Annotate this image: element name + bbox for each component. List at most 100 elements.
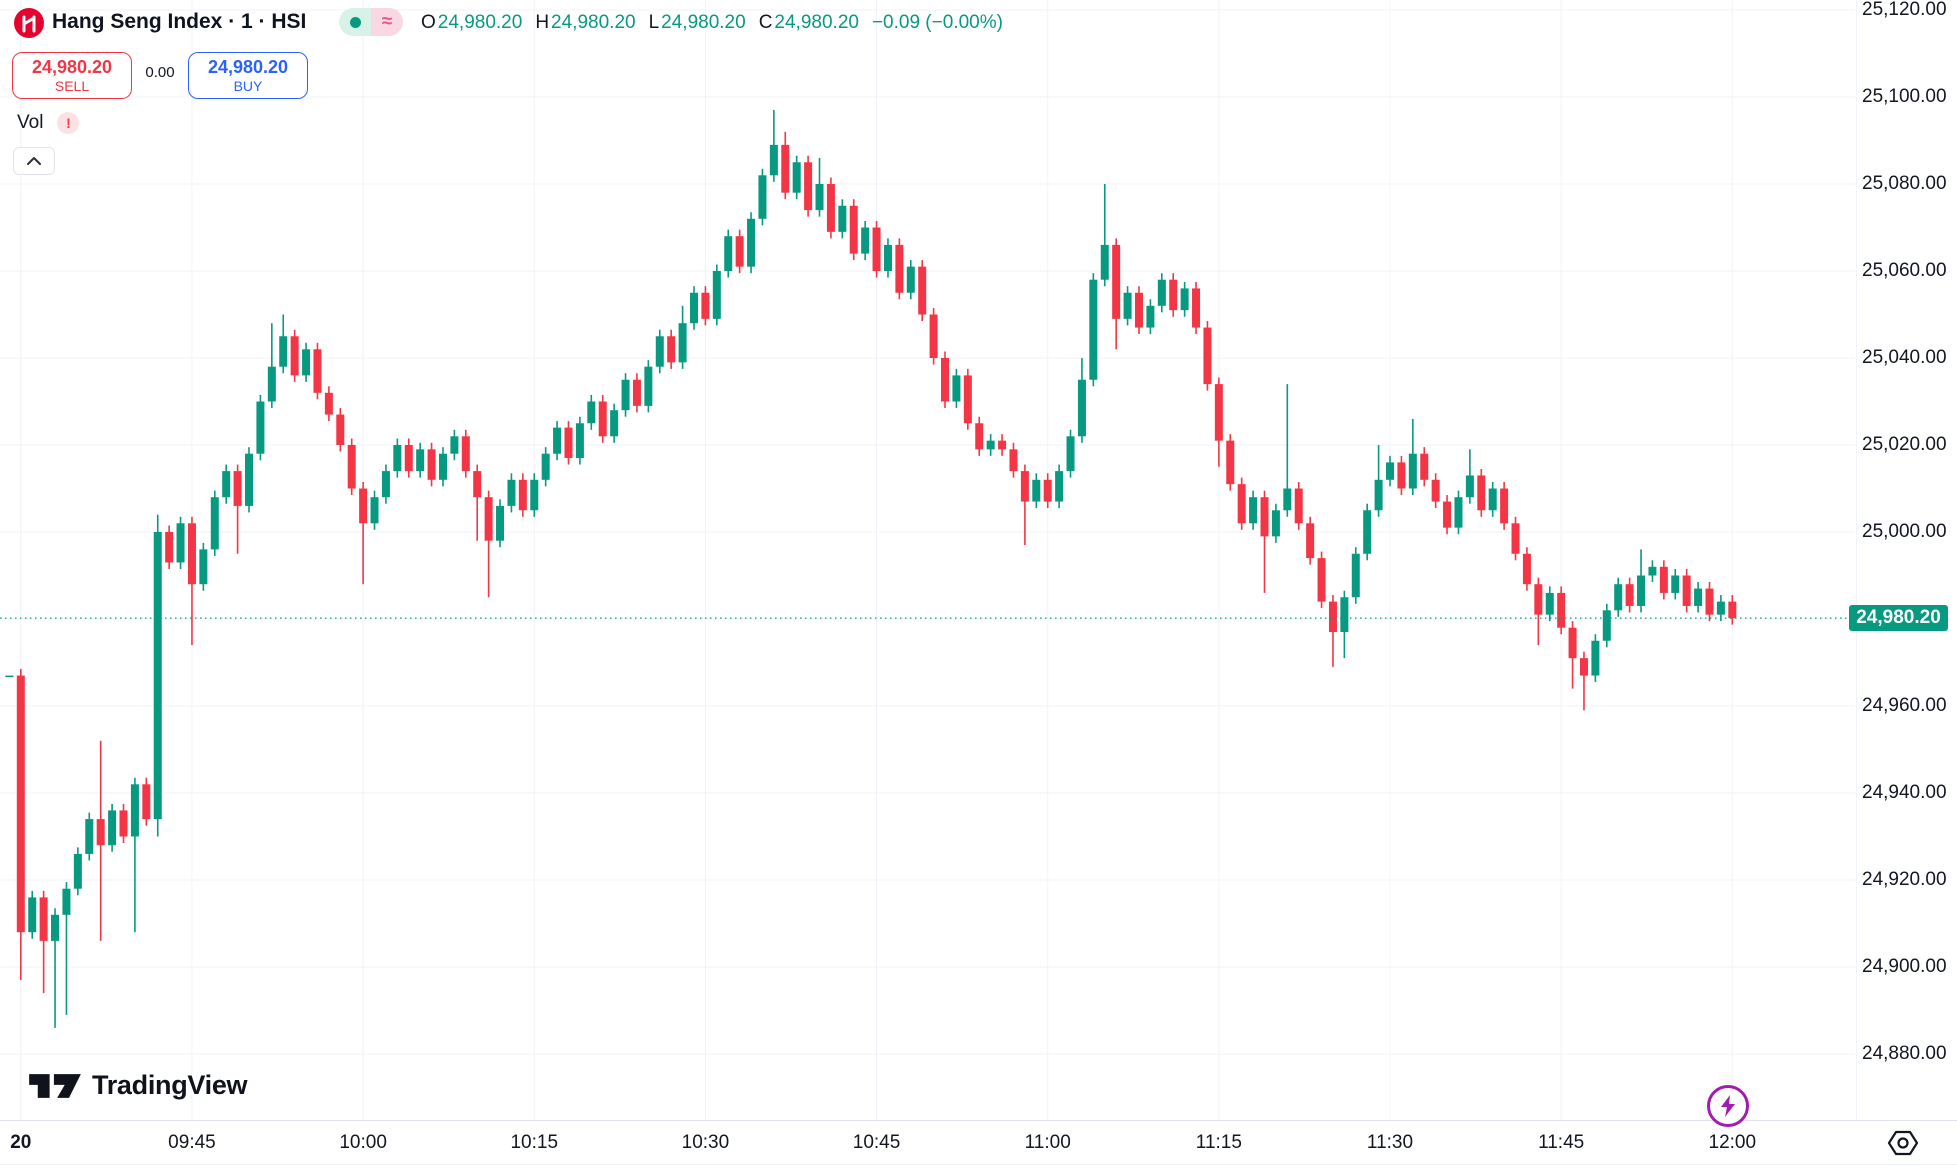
candle-up [1386,462,1395,480]
candle-up [85,819,94,854]
candle-up [1283,488,1292,511]
volume-warning-icon[interactable]: ! [57,112,80,134]
eye-icon [1887,1130,1919,1156]
price-axis-label: 24,880.00 [1862,1043,1947,1064]
candle-down [347,445,356,489]
candle-up [1454,497,1463,528]
candle-down [518,479,527,511]
volume-indicator-label: Vol [17,112,44,133]
tradingview-logo-icon [29,1073,81,1098]
candle-down [187,523,196,585]
price-axis-label: 24,960.00 [1862,695,1947,716]
candle-up [575,423,584,459]
candle-up [1488,488,1497,511]
candle-up [838,205,847,232]
eye-hexagon-button[interactable] [1886,1128,1920,1158]
close-value: 24,980.20 [774,12,859,33]
buy-label: BUY [233,77,263,94]
candle-down [1579,658,1588,676]
candle-up [952,375,961,402]
candle-up [883,244,892,271]
lightning-button[interactable] [1707,1085,1749,1127]
candle-up [986,440,995,450]
hang-seng-logo-icon [14,8,44,38]
sell-price: 24,980.20 [31,56,113,77]
low-label: L [648,12,660,33]
candle-up [1602,610,1611,641]
candle-up [1614,584,1623,611]
volume-indicator-row: Vol ! [17,112,80,134]
symbol-title[interactable]: Hang Seng Index · 1 · HSI [52,10,307,33]
candle-down [313,349,322,393]
candle-up [416,449,425,472]
market-open-dot-icon [349,16,361,28]
candle-up [1157,279,1166,306]
time-axis-label: 11:30 [1366,1132,1414,1153]
candle-down [1237,484,1246,524]
candle-down [1500,488,1509,524]
candle-down [598,401,607,437]
candle-down [1009,449,1018,472]
candle-up [1077,379,1086,437]
open-value: 24,980.20 [437,12,523,33]
candle-up [1545,592,1554,615]
candle-up [256,401,265,454]
time-axis-label: 10:45 [852,1132,901,1153]
candle-down [1294,488,1303,524]
candle-down [1728,601,1737,619]
buy-button[interactable]: 24,980.20 BUY [188,52,308,99]
market-status-badge[interactable]: ≈ [339,8,403,36]
candle-down [1477,475,1486,511]
candle-up [906,266,915,293]
candle-up [1055,471,1064,502]
candle-down [1534,584,1543,615]
candle-up [176,523,185,563]
candle-down [1317,558,1326,602]
candle-up [769,144,778,176]
candle-down [1043,479,1052,502]
candle-up [1089,279,1098,380]
candle-up [1340,597,1349,633]
candle-up [210,497,219,550]
candle-down [918,266,927,315]
candle-up [1671,575,1680,593]
candle-up [621,379,630,411]
sell-button[interactable]: 24,980.20 SELL [12,52,132,99]
time-axis-bottom-line [0,1164,1957,1165]
price-axis-label: 24,940.00 [1862,782,1947,803]
lightning-bolt-icon [1721,1095,1735,1117]
candle-down [1192,288,1201,328]
buy-price: 24,980.20 [207,56,289,77]
candle-down [119,810,128,837]
candle-down [1226,440,1235,485]
candle-down [484,497,493,541]
price-axis-label: 24,900.00 [1862,956,1947,977]
approx-price-icon: ≈ [381,11,393,32]
price-axis-label: 25,040.00 [1862,347,1947,368]
candle-up [610,410,619,437]
current-price-tag: 24,980.20 [1849,605,1948,632]
candle-up [153,532,162,820]
candle-up [450,436,459,454]
collapse-legend-button[interactable] [13,147,55,175]
candle-down [1306,523,1315,559]
candle-down [1420,453,1429,480]
ohlc-readout: O 24,980.20 H 24,980.20 L 24,980.20 C 24,980.20… [421,12,1003,34]
candle-up [51,914,60,941]
candle-up [1066,436,1075,472]
price-axis[interactable]: 25,120.00 25,100.00 25,080.00 25,060.00 25,0… [1856,0,1957,1120]
candle-up [245,453,254,506]
tradingview-watermark: TradingView [28,1070,248,1101]
candle-up [1408,453,1417,489]
candle-down [735,236,744,267]
candle-down [1431,479,1440,502]
candle-up [73,853,82,889]
time-axis[interactable]: 20 09:45 10:00 10:15 10:30 10:45 11:00 11:15 11:… [0,1120,1957,1171]
candle-up [1123,292,1132,319]
time-axis-label: 11:00 [1024,1132,1071,1153]
candle-down [781,144,790,193]
candle-down [1203,327,1212,385]
candle-up [1648,566,1657,576]
